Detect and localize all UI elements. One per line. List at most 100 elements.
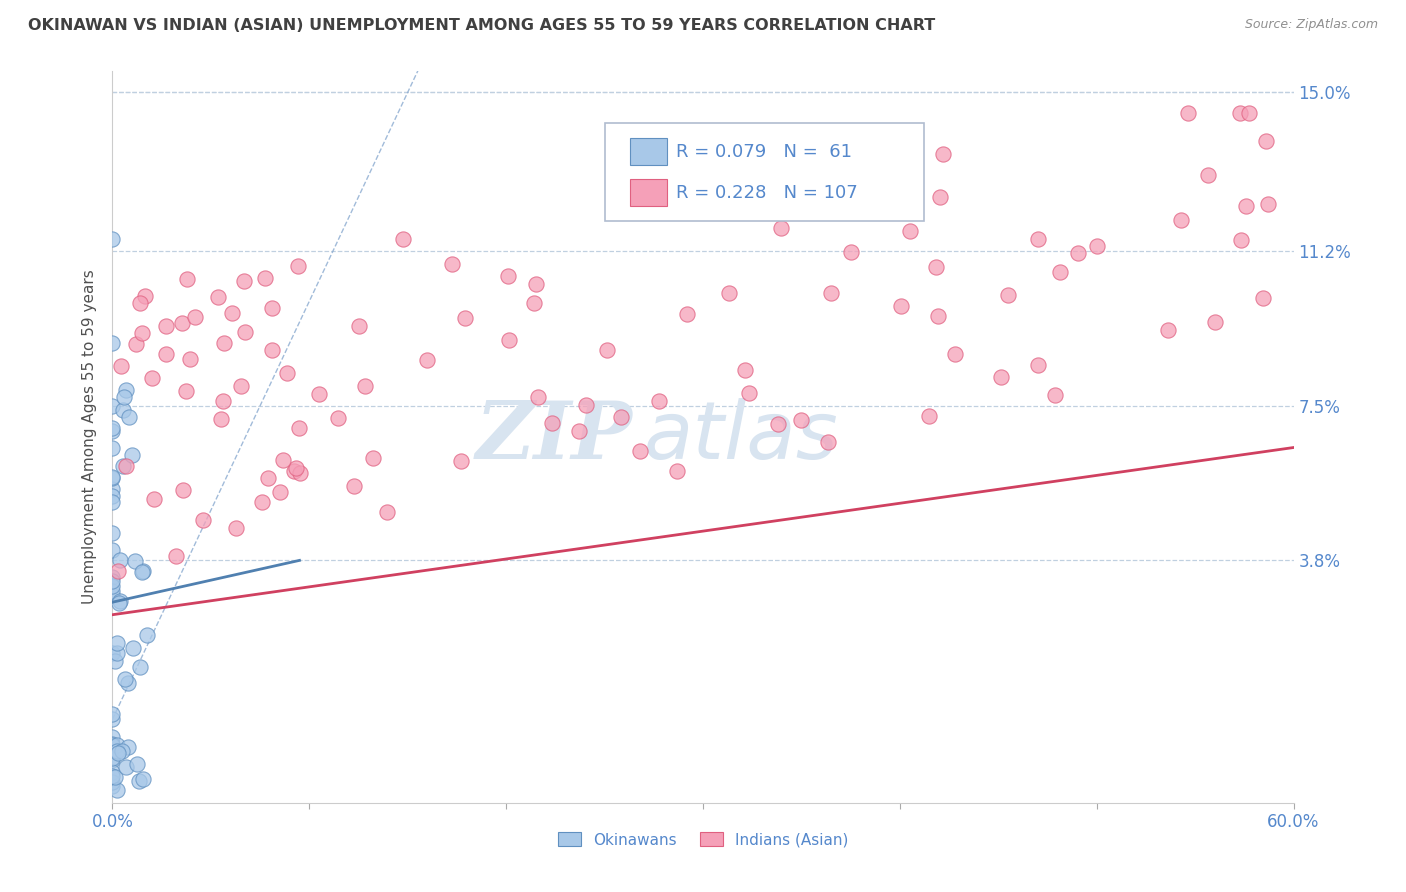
Point [191,513,214,527]
Point [101,421,124,435]
Point [131,326,153,340]
Point [105,636,128,650]
Point [928,190,950,204]
Text: Source: ZipAtlas.com: Source: ZipAtlas.com [1244,18,1378,31]
Y-axis label: Unemployment Among Ages 55 to 59 years: Unemployment Among Ages 55 to 59 years [82,269,97,605]
Point [101,441,124,455]
Point [111,744,134,758]
Point [287,421,309,435]
Point [101,483,124,497]
Point [105,783,128,797]
Point [101,707,124,722]
Point [541,417,564,431]
Point [817,434,839,449]
Point [1254,134,1277,148]
Point [125,337,148,351]
Point [111,402,134,417]
Point [176,272,198,286]
Point [1197,168,1219,182]
Point [101,765,124,780]
Point [1043,388,1066,402]
Point [105,739,128,753]
Point [839,244,862,259]
Text: ZIP: ZIP [475,399,633,475]
Point [135,628,157,642]
Point [107,747,129,761]
Point [212,336,235,351]
Point [648,394,671,409]
Point [1157,323,1180,337]
Point [416,353,439,368]
Point [101,231,124,245]
Point [165,549,187,563]
Point [101,730,124,744]
Point [107,596,129,610]
Point [117,676,139,690]
Point [121,448,143,462]
Legend: Okinawans, Indians (Asian): Okinawans, Indians (Asian) [551,826,855,854]
Point [496,268,519,283]
Point [125,756,148,771]
Point [1177,106,1199,120]
Point [896,136,918,151]
Point [101,579,124,593]
Point [1067,246,1090,260]
Point [997,288,1019,302]
Point [766,417,789,432]
Point [308,387,330,401]
Point [450,453,472,467]
Point [101,471,124,485]
Point [172,483,194,497]
Point [143,491,166,506]
Point [131,772,153,786]
Point [375,505,398,519]
Point [718,285,741,300]
Point [233,274,256,288]
Point [115,760,138,774]
Point [101,470,124,484]
Point [101,399,124,413]
Point [790,413,813,427]
Point [454,311,477,326]
Point [101,570,124,584]
Point [179,352,201,367]
Point [101,753,124,767]
Point [361,450,384,465]
Point [174,384,197,398]
Point [1229,106,1251,120]
Point [1257,196,1279,211]
Point [155,318,177,333]
Point [610,410,633,425]
Point [596,343,619,357]
Point [633,148,655,162]
Point [114,673,136,687]
Point [253,270,276,285]
Point [392,232,415,246]
Point [104,770,127,784]
Point [101,489,124,503]
Point [287,259,309,273]
Text: R = 0.079   N =  61: R = 0.079 N = 61 [676,143,852,161]
Point [354,379,377,393]
Point [207,290,229,304]
Point [124,554,146,568]
Point [111,458,134,473]
Point [898,223,921,237]
Point [271,453,294,467]
Point [131,564,153,578]
Point [101,775,124,789]
Point [115,383,138,397]
Point [1170,213,1192,227]
Point [117,740,139,755]
Point [141,370,163,384]
Point [101,495,124,509]
Point [769,221,792,235]
Point [110,359,132,373]
Point [932,147,955,161]
Point [1026,231,1049,245]
Point [128,773,150,788]
Point [1085,239,1108,253]
Point [225,520,247,534]
Point [526,277,548,291]
Point [734,363,756,377]
